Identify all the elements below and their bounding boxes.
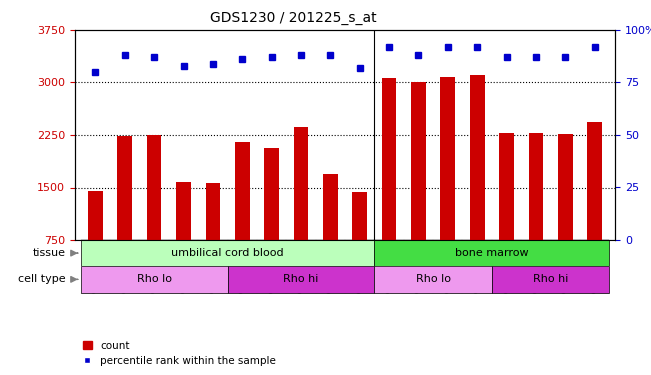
Bar (521, 240, 551, 292)
Bar (462, 240, 492, 292)
Bar (88, 191, 103, 292)
Bar (411, 82, 426, 292)
Bar (499, 133, 514, 292)
Bar (257, 240, 286, 292)
Bar (587, 122, 602, 292)
Bar (264, 148, 279, 292)
Bar (580, 240, 609, 292)
Bar (558, 134, 573, 292)
Legend: count, percentile rank within the sample: count, percentile rank within the sample (83, 341, 276, 366)
Bar (235, 142, 249, 292)
Bar (169, 240, 198, 292)
Bar (228, 266, 374, 292)
Bar (294, 127, 309, 292)
Bar (404, 240, 433, 292)
Bar (323, 174, 338, 292)
Bar (529, 133, 543, 292)
Bar (316, 240, 345, 292)
Bar (81, 240, 110, 292)
Text: Rho lo: Rho lo (415, 274, 450, 284)
Bar (147, 135, 161, 292)
Bar (381, 78, 396, 292)
Text: Rho lo: Rho lo (137, 274, 172, 284)
Text: umbilical cord blood: umbilical cord blood (171, 248, 284, 258)
Bar (228, 240, 257, 292)
Bar (198, 240, 228, 292)
Text: cell type: cell type (18, 274, 66, 284)
Bar (81, 240, 374, 266)
Bar (470, 75, 484, 292)
Bar (374, 240, 404, 292)
Text: Rho hi: Rho hi (283, 274, 319, 284)
Bar (139, 240, 169, 292)
Text: Rho hi: Rho hi (533, 274, 568, 284)
Bar (176, 182, 191, 292)
Text: bone marrow: bone marrow (455, 248, 529, 258)
Bar (374, 266, 492, 292)
Text: GDS1230 / 201225_s_at: GDS1230 / 201225_s_at (210, 11, 376, 25)
Bar (441, 77, 455, 292)
Bar (286, 240, 316, 292)
Bar (352, 192, 367, 292)
Bar (551, 240, 580, 292)
Bar (433, 240, 462, 292)
Text: tissue: tissue (33, 248, 66, 258)
Bar (492, 240, 521, 292)
Bar (206, 183, 220, 292)
Bar (117, 136, 132, 292)
Bar (81, 266, 228, 292)
Bar (345, 240, 374, 292)
Bar (492, 266, 609, 292)
Bar (110, 240, 139, 292)
Bar (374, 240, 609, 266)
